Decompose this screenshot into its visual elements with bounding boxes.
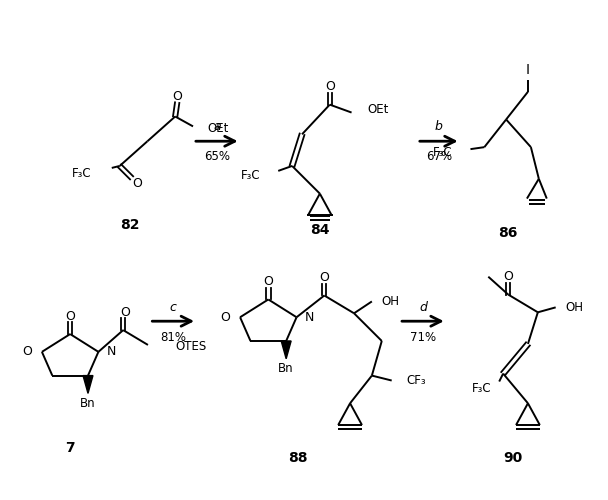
Text: 81%: 81% <box>160 330 186 344</box>
Text: O: O <box>22 346 32 358</box>
Text: a: a <box>213 120 221 133</box>
Text: c: c <box>170 301 177 314</box>
Text: O: O <box>220 310 230 324</box>
Text: OTES: OTES <box>176 340 207 353</box>
Text: I: I <box>526 63 530 77</box>
Text: O: O <box>319 271 330 284</box>
Text: 67%: 67% <box>426 150 452 162</box>
Text: O: O <box>120 306 130 319</box>
Text: O: O <box>325 80 334 94</box>
Polygon shape <box>83 376 93 394</box>
Text: 71%: 71% <box>410 330 436 344</box>
Text: 88: 88 <box>288 450 308 464</box>
Text: 84: 84 <box>310 223 330 237</box>
Text: O: O <box>172 90 182 103</box>
Text: Bn: Bn <box>278 362 294 375</box>
Text: F₃C: F₃C <box>241 170 260 182</box>
Text: 7: 7 <box>65 441 75 455</box>
Text: N: N <box>106 346 116 358</box>
Text: O: O <box>65 310 75 323</box>
Text: 86: 86 <box>499 226 518 240</box>
Text: O: O <box>503 270 513 283</box>
Text: F₃C: F₃C <box>72 168 92 180</box>
Polygon shape <box>282 341 291 359</box>
Text: F₃C: F₃C <box>472 382 491 395</box>
Text: Bn: Bn <box>80 397 96 410</box>
Text: b: b <box>435 120 443 133</box>
Text: OH: OH <box>382 295 400 308</box>
Text: O: O <box>133 177 142 190</box>
Text: 90: 90 <box>503 450 523 464</box>
Text: OEt: OEt <box>207 122 228 135</box>
Text: F₃C: F₃C <box>433 146 452 158</box>
Text: 82: 82 <box>120 218 139 232</box>
Text: 65%: 65% <box>204 150 230 162</box>
Text: O: O <box>263 275 273 288</box>
Text: N: N <box>305 310 314 324</box>
Text: OH: OH <box>565 301 584 314</box>
Text: OEt: OEt <box>367 103 389 116</box>
Text: d: d <box>419 301 427 314</box>
Text: CF₃: CF₃ <box>407 374 426 387</box>
